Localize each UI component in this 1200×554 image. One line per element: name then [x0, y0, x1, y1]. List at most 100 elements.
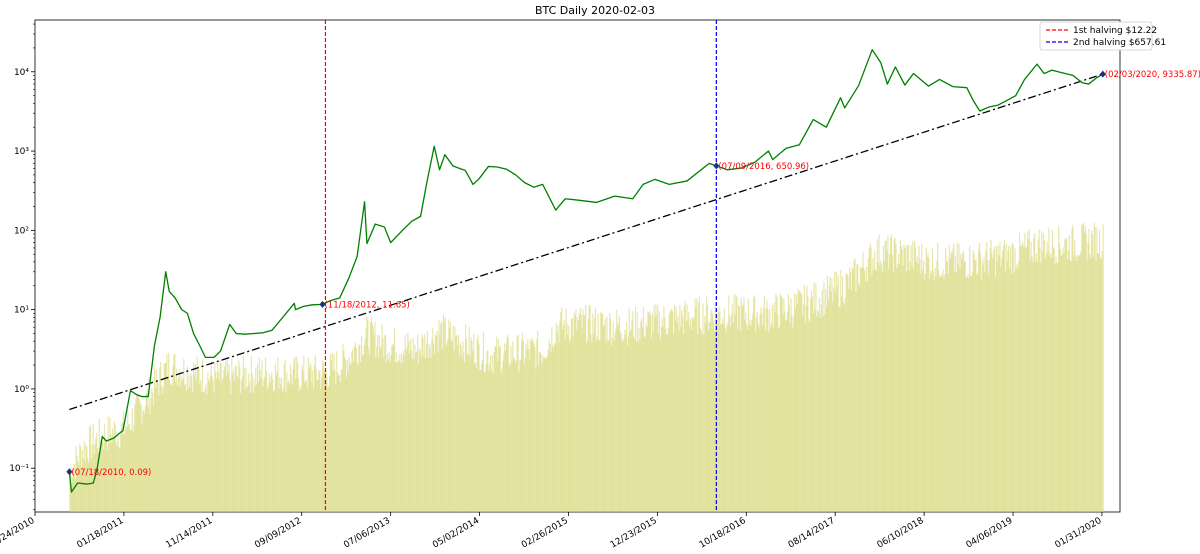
volume-bar: [265, 370, 268, 512]
volume-bar: [1018, 232, 1021, 512]
volume-bar: [950, 251, 952, 513]
volume-bar: [590, 333, 592, 512]
volume-bar: [453, 350, 455, 512]
volume-bar: [1047, 251, 1049, 512]
volume-bar: [667, 328, 669, 512]
volume-bar: [949, 258, 951, 512]
volume-bar: [423, 355, 425, 512]
volume-bar: [1082, 222, 1085, 512]
volume-bar: [944, 274, 946, 512]
volume-bar: [835, 271, 837, 512]
volume-bar: [869, 243, 871, 512]
volume-bar: [932, 270, 934, 512]
volume-bar: [1046, 241, 1048, 513]
volume-bar: [616, 309, 618, 512]
volume-bar: [91, 444, 93, 512]
volume-bar: [1013, 272, 1015, 512]
volume-bar: [353, 346, 356, 512]
volume-bar: [1038, 229, 1040, 512]
annotation-marker: [319, 300, 326, 308]
volume-bar: [345, 377, 348, 512]
volume-bar: [576, 329, 578, 512]
price-line: [68, 49, 1104, 493]
volume-bar: [418, 347, 420, 512]
volume-bar: [672, 311, 674, 512]
volume-bar: [345, 359, 347, 512]
volume-bar: [775, 293, 777, 512]
volume-bar: [554, 344, 557, 512]
volume-bar: [612, 321, 614, 512]
volume-bar: [678, 331, 680, 512]
volume-bar: [312, 388, 315, 512]
volume-bar: [761, 312, 763, 512]
volume-bar: [1092, 256, 1094, 512]
volume-bar: [153, 368, 156, 512]
volume-bar: [356, 362, 358, 512]
volume-bar: [259, 369, 261, 512]
volume-bar: [250, 355, 252, 512]
volume-bar: [778, 326, 781, 512]
volume-bar: [128, 423, 131, 512]
volume-bar: [988, 260, 990, 512]
volume-bar: [553, 342, 556, 512]
volume-bar: [876, 239, 878, 512]
volume-bar: [311, 382, 313, 512]
volume-bar: [737, 305, 740, 512]
volume-bar: [184, 384, 187, 512]
y-tick-label: 10⁴: [14, 68, 29, 78]
volume-bar: [518, 372, 520, 512]
volume-bar: [364, 339, 366, 512]
volume-bar: [609, 313, 611, 512]
volume-bar: [1091, 234, 1094, 512]
volume-bar: [787, 293, 789, 512]
volume-bar: [842, 276, 844, 512]
volume-bar: [1042, 233, 1045, 513]
volume-bar: [695, 306, 697, 512]
volume-bar: [478, 343, 480, 512]
volume-bar: [803, 284, 805, 512]
volume-bar: [1019, 245, 1022, 512]
volume-bar: [89, 425, 92, 512]
volume-bar: [713, 322, 715, 512]
volume-bar: [457, 345, 459, 512]
volume-bar: [479, 369, 481, 512]
volume-bar: [201, 360, 204, 512]
volume-bar: [503, 353, 505, 512]
volume-bar: [487, 350, 489, 512]
volume-bar: [834, 293, 837, 512]
y-axis: 10⁻¹ 10⁰ 10¹ 10² 10³ 10⁴: [9, 23, 35, 510]
volume-bar: [105, 439, 108, 512]
volume-bar: [142, 411, 144, 512]
volume-bar: [541, 363, 543, 512]
volume-bar: [697, 302, 700, 512]
volume-bar: [1014, 248, 1016, 512]
volume-bar: [1085, 234, 1087, 512]
volume-bar: [683, 306, 685, 512]
volume-bar: [898, 253, 900, 513]
volume-bar: [701, 334, 703, 512]
volume-bar: [88, 462, 90, 512]
volume-bar: [114, 425, 116, 512]
volume-bar: [330, 359, 332, 512]
volume-bar: [86, 446, 88, 512]
volume-bar: [1066, 259, 1069, 512]
volume-bar: [964, 260, 966, 512]
volume-bar: [747, 298, 749, 512]
volume-bar: [861, 266, 863, 512]
volume-bar: [705, 323, 707, 512]
volume-bar: [767, 309, 769, 512]
volume-bar: [720, 324, 722, 512]
volume-bar: [693, 317, 695, 512]
volume-bar: [290, 374, 292, 512]
volume-bar: [621, 340, 623, 512]
volume-bar: [137, 395, 140, 512]
volume-bar: [970, 275, 972, 512]
volume-bar: [562, 325, 565, 512]
volume-bar: [807, 296, 809, 512]
volume-bar: [199, 383, 201, 512]
volume-bar: [973, 254, 975, 512]
volume-bar: [798, 292, 800, 512]
volume-bar: [484, 371, 486, 512]
volume-bar: [253, 378, 255, 512]
volume-bar: [405, 349, 407, 512]
